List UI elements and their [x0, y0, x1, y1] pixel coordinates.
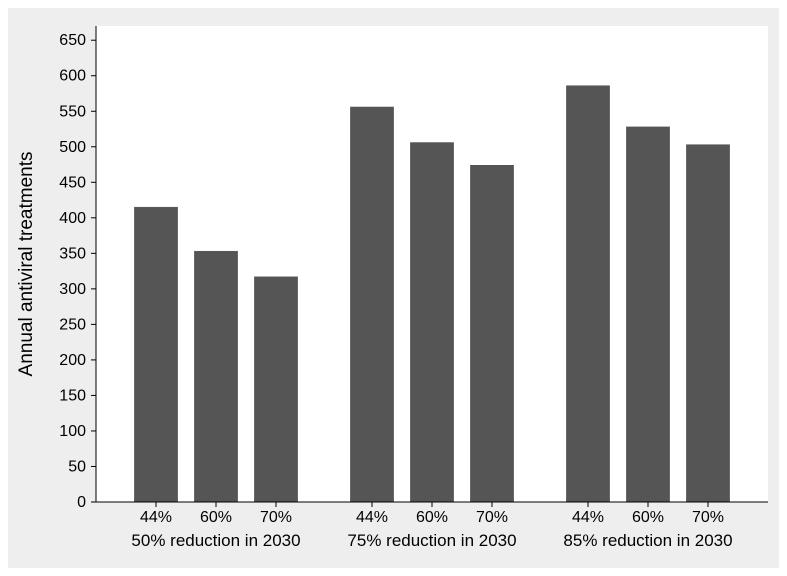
bar: [470, 165, 513, 502]
y-tick-label: 550: [59, 103, 86, 120]
x-tick-label: 44%: [572, 509, 604, 526]
bar: [134, 207, 177, 502]
chart-svg: 44% 60% 70% 50% reduction in 2030 44% 60% 70% 7…: [8, 8, 779, 568]
y-tick-label: 50: [68, 458, 86, 475]
x-tick-label: 70%: [692, 509, 724, 526]
x-tick-label: 44%: [356, 509, 388, 526]
x-tick-label: 70%: [260, 509, 292, 526]
group-label: 85% reduction in 2030: [563, 531, 732, 550]
y-tick-label: 350: [59, 245, 86, 262]
group-label: 75% reduction in 2030: [347, 531, 516, 550]
x-tick-label: 44%: [140, 509, 172, 526]
y-tick-label: 650: [59, 32, 86, 49]
group-label: 50% reduction in 2030: [131, 531, 300, 550]
bar: [254, 277, 297, 502]
bar: [686, 145, 729, 502]
bar: [566, 86, 609, 502]
chart-outer: 44% 60% 70% 50% reduction in 2030 44% 60% 70% 7…: [0, 0, 787, 576]
y-tick-label: 400: [59, 210, 86, 227]
x-tick-label: 70%: [476, 509, 508, 526]
y-tick-label: 450: [59, 174, 86, 191]
x-tick-label: 60%: [200, 509, 232, 526]
y-tick-label: 500: [59, 139, 86, 156]
y-tick-label: 0: [77, 494, 86, 511]
x-tick-label: 60%: [632, 509, 664, 526]
y-tick-label: 150: [59, 387, 86, 404]
y-tick-label: 600: [59, 68, 86, 85]
y-axis-title: Annual antiviral treatments: [16, 152, 37, 377]
y-tick-label: 200: [59, 352, 86, 369]
bar: [350, 107, 393, 502]
y-tick-label: 100: [59, 423, 86, 440]
chart-panel: 44% 60% 70% 50% reduction in 2030 44% 60% 70% 7…: [8, 8, 779, 568]
bar: [626, 127, 669, 502]
x-tick-label: 60%: [416, 509, 448, 526]
y-tick-label: 250: [59, 316, 86, 333]
y-tick-label: 300: [59, 281, 86, 298]
bar: [410, 143, 453, 502]
bar: [194, 251, 237, 502]
